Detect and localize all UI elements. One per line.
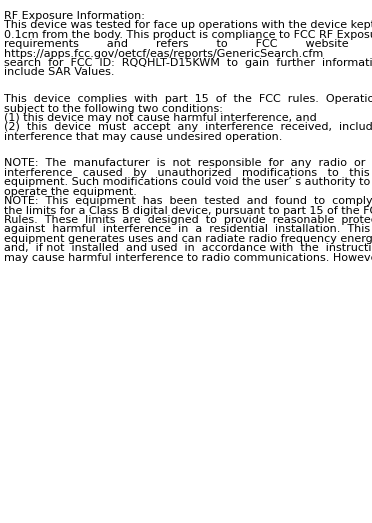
Text: and,  if not  installed  and used  in  accordance with  the  instructions,: and, if not installed and used in accord…: [4, 243, 372, 253]
Text: This  device  complies  with  part  15  of  the  FCC  rules.  Operation  is: This device complies with part 15 of the…: [4, 94, 372, 104]
Text: https://apps.fcc.gov/oetcf/eas/reports/GenericSearch.cfm: https://apps.fcc.gov/oetcf/eas/reports/G…: [4, 49, 324, 59]
Text: interference that may cause undesired operation.: interference that may cause undesired op…: [4, 132, 283, 142]
Text: may cause harmful interference to radio communications. However,: may cause harmful interference to radio …: [4, 253, 372, 263]
Text: NOTE:  The  manufacturer  is  not  responsible  for  any  radio  or  TV: NOTE: The manufacturer is not responsibl…: [4, 158, 372, 168]
Text: 0.1cm from the body. This product is compliance to FCC RF Exposure: 0.1cm from the body. This product is com…: [4, 30, 372, 40]
Text: requirements        and        refers        to        FCC        website: requirements and refers to FCC website: [4, 39, 349, 49]
Text: against  harmful  interference  in  a  residential  installation.  This: against harmful interference in a reside…: [4, 224, 371, 234]
Text: include SAR Values.: include SAR Values.: [4, 67, 115, 77]
Text: RF Exposure Information:: RF Exposure Information:: [4, 11, 145, 21]
Text: interference   caused   by   unauthorized   modifications   to   this: interference caused by unauthorized modi…: [4, 168, 370, 178]
Text: operate the equipment.: operate the equipment.: [4, 187, 137, 197]
Text: This device was tested for face up operations with the device kept: This device was tested for face up opera…: [4, 20, 372, 30]
Text: search  for  FCC  ID:  RQQHLT-D15KWM  to  gain  further  information: search for FCC ID: RQQHLT-D15KWM to gain…: [4, 58, 372, 68]
Text: (2)  this  device  must  accept  any  interference  received,  including: (2) this device must accept any interfer…: [4, 122, 372, 132]
Text: (1) this device may not cause harmful interference, and: (1) this device may not cause harmful in…: [4, 113, 317, 123]
Text: subject to the following two conditions:: subject to the following two conditions:: [4, 104, 223, 113]
Text: the limits for a Class B digital device, pursuant to part 15 of the FCC: the limits for a Class B digital device,…: [4, 206, 372, 215]
Text: equipment generates uses and can radiate radio frequency energy: equipment generates uses and can radiate…: [4, 234, 372, 244]
Text: NOTE:  This  equipment  has  been  tested  and  found  to  comply  with: NOTE: This equipment has been tested and…: [4, 196, 372, 206]
Text: Rules.  These  limits  are  designed  to  provide  reasonable  protection: Rules. These limits are designed to prov…: [4, 215, 372, 225]
Text: equipment. Such modifications could void the user’ s authority to: equipment. Such modifications could void…: [4, 177, 371, 187]
